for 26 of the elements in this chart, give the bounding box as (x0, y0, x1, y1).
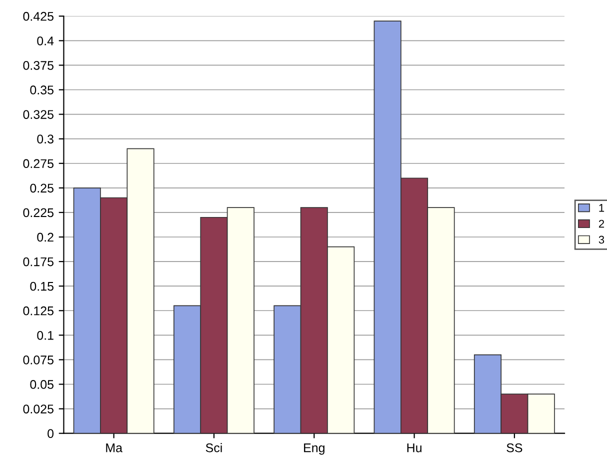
x-tick-label: Ma (106, 444, 122, 452)
y-tick-label: 0.35 (30, 86, 54, 94)
y-tick-label: 0.025 (23, 404, 54, 414)
x-tick-label: SS (506, 443, 522, 452)
x-tick-label: Hu (407, 444, 422, 452)
y-tick-label: 0.325 (23, 110, 54, 119)
y-tick-label: 0 (48, 429, 54, 438)
y-tick-label: 0.25 (30, 184, 54, 193)
y-tick-label: 0.4 (37, 36, 54, 46)
y-tick-label: 0.15 (30, 282, 54, 291)
y-tick-label: 0.425 (23, 12, 54, 21)
y-tick-label: 0.2 (37, 232, 54, 242)
y-tick-label: 0.275 (23, 159, 54, 168)
legend-label: 3 (598, 236, 604, 244)
y-tick-label: 0.375 (23, 61, 54, 70)
y-tick-label: 0.05 (30, 380, 54, 389)
y-tick-label: 0.175 (23, 257, 54, 266)
y-tick-label: 0.3 (37, 134, 54, 144)
y-tick-label: 0.225 (23, 208, 54, 218)
y-tick-label: 0.125 (23, 306, 54, 316)
legend-label: 1 (599, 204, 604, 212)
x-tick-label: Sci (206, 443, 222, 452)
y-tick-label: 0.1 (37, 330, 54, 340)
legend-label: 2 (598, 220, 604, 228)
y-tick-label: 0.075 (23, 356, 54, 364)
x-tick-label: Eng (304, 444, 324, 455)
